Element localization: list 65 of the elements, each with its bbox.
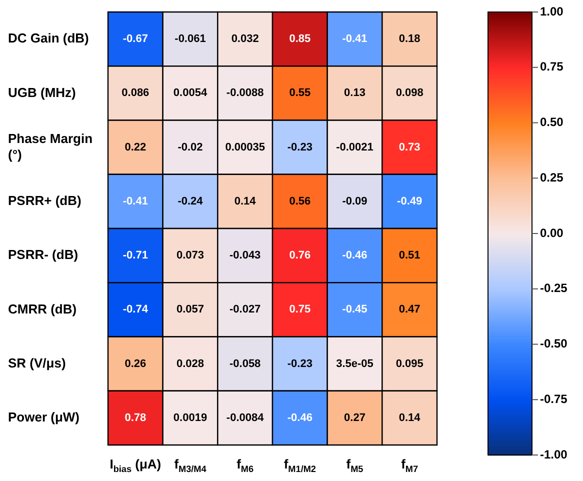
- data-label: 0.14: [234, 195, 257, 208]
- data-label: -0.46: [342, 250, 368, 262]
- data-label: 0.78: [124, 412, 146, 424]
- data-label: -0.74: [122, 304, 149, 316]
- color-bar-label: 0.00: [540, 226, 564, 240]
- data-label: -0.41: [122, 195, 148, 208]
- color-bar-label: -0.75: [540, 392, 568, 406]
- data-label: 0.095: [396, 358, 424, 370]
- data-label: 0.47: [398, 304, 420, 316]
- data-label: 0.028: [176, 358, 204, 370]
- data-label: 0.0019: [173, 412, 208, 424]
- data-label: 0.26: [124, 358, 146, 370]
- color-bar-label: 0.25: [540, 170, 564, 184]
- y-tick-label: SR (V/μs): [8, 355, 66, 370]
- data-label: 0.75: [289, 304, 311, 316]
- data-label: -0.0084: [226, 412, 265, 424]
- data-label: -0.41: [342, 33, 368, 46]
- data-label: 0.098: [396, 87, 424, 100]
- y-tick-label: UGB (MHz): [8, 84, 76, 100]
- y-tick-label: DC Gain (dB): [8, 30, 89, 46]
- data-label: -0.058: [229, 358, 261, 370]
- data-label: -0.0021: [336, 141, 374, 154]
- color-bar-label: 1.00: [540, 4, 564, 18]
- data-label: -0.49: [397, 195, 422, 208]
- data-label: -0.23: [287, 141, 312, 154]
- data-label: 0.13: [344, 87, 366, 100]
- data-label: -0.061: [174, 33, 206, 46]
- data-label: 0.057: [176, 304, 204, 316]
- data-label: 0.14: [398, 412, 422, 424]
- data-label: 0.0054: [173, 87, 208, 100]
- data-label: -0.09: [342, 195, 368, 208]
- y-tick-label: Power (μW): [8, 410, 80, 425]
- y-tick-label: CMRR (dB): [8, 301, 77, 316]
- data-label: 0.27: [344, 412, 366, 424]
- data-label: -0.23: [287, 358, 312, 370]
- data-label: 0.032: [231, 33, 259, 46]
- data-label: -0.0088: [226, 87, 264, 100]
- data-label: 0.00035: [225, 141, 265, 154]
- data-label: 0.086: [122, 87, 150, 100]
- data-label: 0.55: [289, 87, 311, 100]
- data-label: -0.043: [229, 250, 261, 262]
- data-label: -0.45: [342, 304, 368, 316]
- data-label: -0.67: [122, 33, 148, 46]
- data-label: -0.027: [229, 304, 261, 316]
- data-label: 0.85: [289, 33, 311, 46]
- data-label: 0.73: [398, 141, 420, 154]
- data-label: 0.22: [124, 141, 146, 154]
- y-tick-label: Phase Margin (°): [8, 130, 93, 162]
- color-bar-label: -1.00: [540, 447, 568, 462]
- data-label: 0.073: [176, 250, 204, 262]
- color-bar-label: 0.50: [540, 115, 564, 130]
- color-bar-label: 0.75: [540, 60, 564, 74]
- color-bar-label: -0.50: [540, 336, 568, 351]
- color-bar-label: -0.25: [540, 281, 568, 296]
- data-label: -0.46: [287, 412, 312, 424]
- data-label: 0.56: [289, 195, 311, 208]
- y-tick-label: PSRR+ (dB): [8, 193, 82, 208]
- data-label: -0.71: [122, 250, 148, 262]
- y-tick-label: PSRR- (dB): [8, 247, 78, 262]
- data-label: -0.02: [178, 141, 203, 154]
- data-label: -0.24: [178, 195, 204, 208]
- data-label: 0.76: [289, 250, 311, 262]
- data-label: 0.18: [398, 33, 420, 46]
- data-label: 0.51: [398, 250, 420, 262]
- data-label: 3.5e-05: [336, 358, 374, 370]
